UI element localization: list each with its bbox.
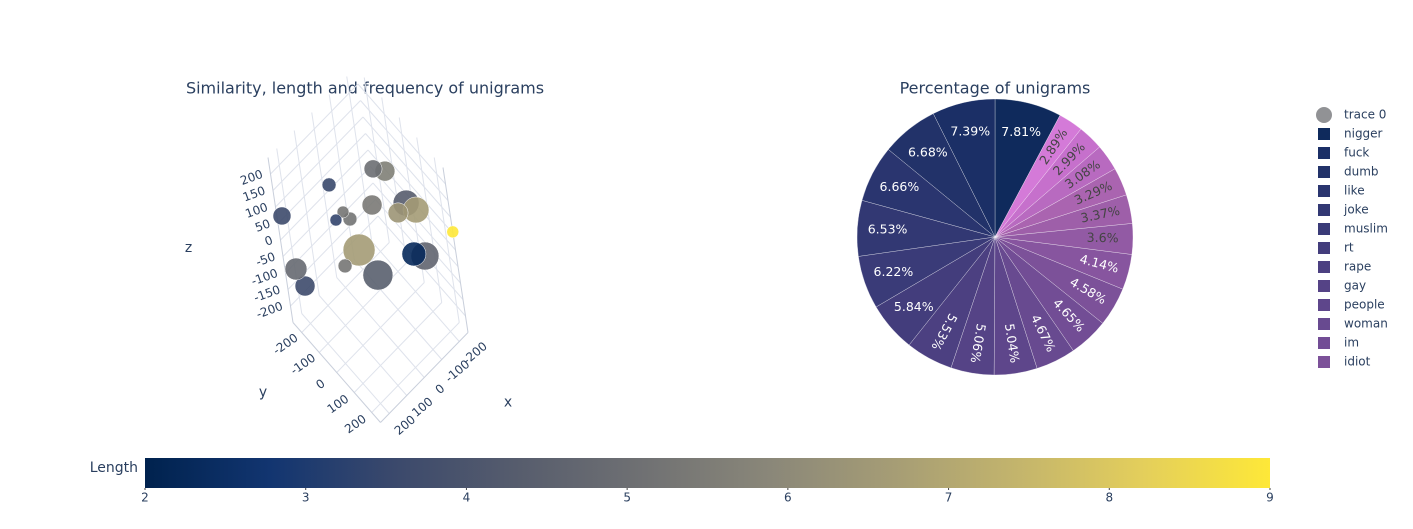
- legend-swatch: [1318, 128, 1330, 140]
- bubble: [329, 213, 343, 227]
- grid-line: [357, 83, 446, 185]
- legend-label: dumb: [1344, 165, 1379, 179]
- y-axis-title: y: [259, 385, 267, 401]
- legend-label: people: [1344, 298, 1385, 312]
- pie-slice: [994, 115, 1082, 238]
- bubble: [272, 206, 292, 226]
- legend-label: im: [1344, 336, 1359, 350]
- grid-line: [272, 100, 361, 191]
- colorbar-tick-label: 7: [945, 491, 953, 505]
- grid-line: [270, 83, 359, 175]
- grid-line: [353, 302, 443, 393]
- colorbar-tick-label: 4: [463, 491, 471, 505]
- legend-swatch: [1318, 299, 1330, 311]
- scatter-title: Similarity, length and frequency of unig…: [186, 79, 544, 98]
- legend-swatch: [1318, 337, 1330, 349]
- legend-label: idiot: [1344, 355, 1371, 369]
- legend-swatch: [1318, 166, 1330, 178]
- legend-swatch: [1318, 147, 1330, 159]
- grid-line: [285, 182, 374, 274]
- colorbar: [145, 458, 1270, 488]
- bubble: [342, 233, 376, 267]
- legend-marker: [1316, 107, 1332, 123]
- legend-label: joke: [1343, 203, 1369, 217]
- grid-line: [275, 116, 364, 208]
- pie-label: 6.66%: [880, 179, 920, 194]
- x-tick-label: 100: [409, 394, 436, 419]
- grid-line: [282, 166, 371, 257]
- colorbar-tick-label: 2: [141, 491, 149, 505]
- z-tick-label: -50: [254, 249, 277, 269]
- grid-line: [365, 133, 454, 234]
- legend-label: gay: [1344, 279, 1366, 293]
- grid-line: [277, 133, 366, 224]
- box-edge: [380, 332, 469, 423]
- grid-line: [301, 242, 390, 333]
- pie-label: 5.04%: [1002, 322, 1023, 364]
- bubble: [401, 241, 427, 267]
- grid-line: [360, 100, 449, 201]
- bubble: [321, 177, 337, 193]
- pie-label: 6.53%: [868, 222, 908, 237]
- colorbar-tick-label: 5: [623, 491, 631, 505]
- colorbar-title: Length: [90, 460, 138, 476]
- colorbar-tick-label: 8: [1105, 491, 1113, 505]
- y-tick-label: 200: [342, 412, 369, 437]
- grid-line: [371, 322, 460, 413]
- box-edge: [292, 322, 381, 423]
- grid-line: [372, 182, 461, 284]
- y-tick-label: -200: [270, 331, 300, 358]
- bubble: [284, 257, 308, 281]
- pie-label: 7.81%: [1001, 124, 1041, 139]
- legend-label: rape: [1344, 260, 1371, 274]
- bubble: [294, 275, 316, 297]
- legend-swatch: [1318, 318, 1330, 330]
- legend-label: rt: [1344, 241, 1354, 255]
- legend-swatch: [1318, 185, 1330, 197]
- pie-label: 6.22%: [874, 264, 914, 279]
- y-tick-label: -100: [288, 351, 318, 378]
- x-tick-label: 0: [433, 381, 448, 397]
- pie-label: 7.39%: [950, 124, 990, 139]
- legend-swatch: [1318, 356, 1330, 368]
- legend-label: trace 0: [1344, 108, 1386, 122]
- legend-swatch: [1318, 280, 1330, 292]
- y-tick-label: 100: [325, 392, 352, 417]
- pie-label: 3.6%: [1087, 230, 1119, 245]
- legend-label: muslim: [1344, 222, 1388, 236]
- box-edge: [442, 167, 469, 333]
- colorbar-tick-label: 6: [784, 491, 792, 505]
- legend-swatch: [1318, 204, 1330, 216]
- bubble: [362, 259, 394, 291]
- z-tick-label: 0: [263, 233, 275, 249]
- legend-swatch: [1318, 242, 1330, 254]
- pie-label: 6.68%: [908, 144, 948, 159]
- z-tick-label: 50: [253, 216, 272, 234]
- bubble: [363, 159, 383, 179]
- legend-swatch: [1318, 261, 1330, 273]
- bubble: [387, 202, 409, 224]
- pie-label: 5.84%: [894, 299, 934, 314]
- grid-line: [362, 116, 451, 218]
- bubble: [446, 225, 459, 239]
- x-axis-title: x: [504, 395, 512, 411]
- box-edge: [267, 157, 294, 323]
- bubble: [336, 205, 350, 219]
- legend-label: woman: [1344, 317, 1388, 331]
- grid-line: [280, 149, 369, 241]
- colorbar-tick-label: 3: [302, 491, 310, 505]
- bubble: [361, 194, 383, 216]
- legend-swatch: [1318, 223, 1330, 235]
- pie-title: Percentage of unigrams: [900, 79, 1091, 98]
- grid-line: [336, 282, 425, 373]
- y-tick-label: 0: [313, 376, 327, 392]
- legend-label: nigger: [1344, 127, 1383, 141]
- pie-label: 5.06%: [968, 323, 989, 365]
- legend-label: like: [1344, 184, 1365, 198]
- bubble: [337, 258, 353, 274]
- z-axis-title: z: [185, 240, 192, 256]
- legend-label: fuck: [1344, 146, 1369, 160]
- colorbar-tick-label: 9: [1266, 491, 1274, 505]
